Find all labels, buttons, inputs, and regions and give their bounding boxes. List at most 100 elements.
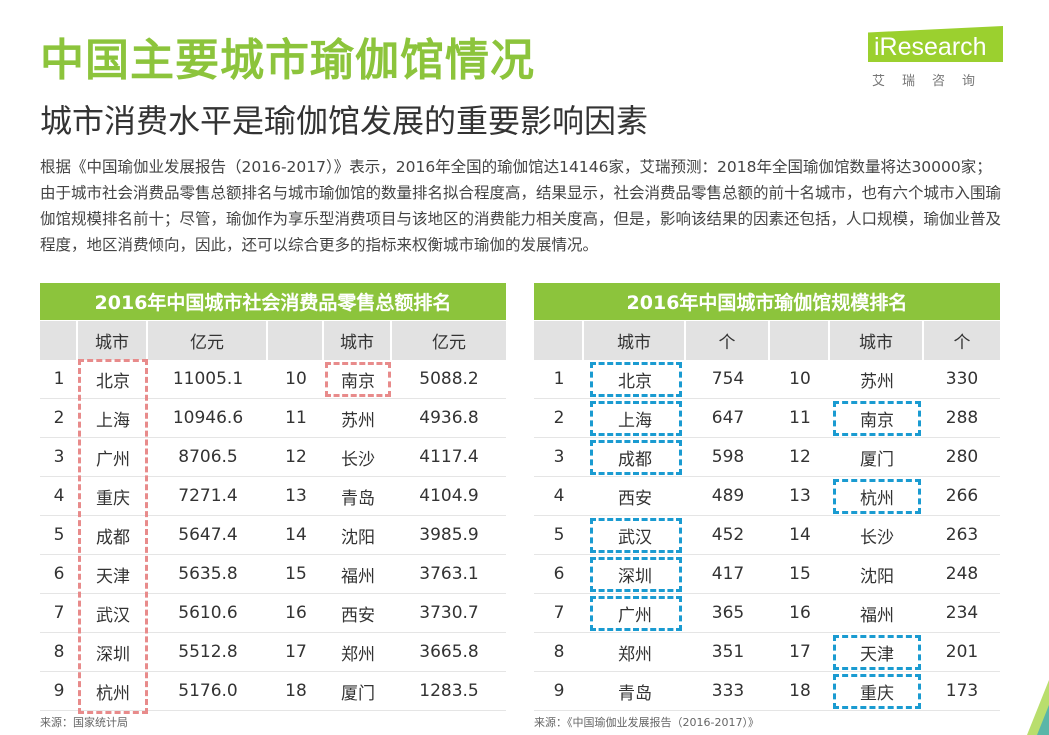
table-row: 3 广州 8706.5 12 长沙 4117.4 xyxy=(40,438,506,477)
table-row: 8 深圳 5512.8 17 郑州 3665.8 xyxy=(40,633,506,672)
table-cell: 苏州 xyxy=(860,371,894,392)
table-cell: 11 xyxy=(285,408,307,428)
table-cell: 365 xyxy=(711,603,745,623)
table-cell: 17 xyxy=(789,642,811,662)
table-cell: 333 xyxy=(711,681,745,701)
header-cell: 个 xyxy=(953,333,971,353)
table-row: 5 成都 5647.4 14 沈阳 3985.9 xyxy=(40,516,506,555)
table-cell: 5176.0 xyxy=(178,681,238,701)
table-cell: 351 xyxy=(711,642,745,662)
table-cell: 417 xyxy=(711,564,745,584)
table-cell: 青岛 xyxy=(341,488,375,509)
table-cell: 330 xyxy=(945,369,979,389)
table-cell: 1283.5 xyxy=(419,681,479,701)
table-cell: 17 xyxy=(285,642,307,662)
table-cell: 12 xyxy=(285,447,307,467)
table-cell: 598 xyxy=(711,447,745,467)
table-cell: 12 xyxy=(789,447,811,467)
table-row: 6 天津 5635.8 15 福州 3763.1 xyxy=(40,555,506,594)
table-cell: 3763.1 xyxy=(419,564,479,584)
table-cell: 14 xyxy=(789,525,811,545)
table-cell: 5610.6 xyxy=(178,603,238,623)
yoga-source-note: 来源：《中国瑜伽业发展报告（2016-2017）》 xyxy=(534,716,759,729)
table-cell: 3985.9 xyxy=(419,525,479,545)
table-cell: 3730.7 xyxy=(419,603,479,623)
page-title: 中国主要城市瑜伽馆情况 xyxy=(40,35,535,86)
logo-cn-text: 艾瑞咨询 xyxy=(872,74,993,89)
table-cell: 武汉 xyxy=(618,527,652,548)
table-cell: 杭州 xyxy=(860,488,894,509)
table-cell: 沈阳 xyxy=(860,566,894,587)
page-subtitle: 城市消费水平是瑜伽馆发展的重要影响因素 xyxy=(40,102,649,140)
table-cell: 5512.8 xyxy=(178,642,238,662)
table-row: 7 武汉 5610.6 16 西安 3730.7 xyxy=(40,594,506,633)
table-cell: 10 xyxy=(789,369,811,389)
table-cell: 5635.8 xyxy=(178,564,238,584)
table-cell: 7271.4 xyxy=(178,486,238,506)
table-row: 2 上海 647 11 南京 288 xyxy=(534,399,1000,438)
table-row: 6 深圳 417 15 沈阳 248 xyxy=(534,555,1000,594)
header-cell: 城市 xyxy=(830,321,924,360)
table-cell: 3 xyxy=(553,447,565,467)
table-cell: 14 xyxy=(285,525,307,545)
table-cell: 深圳 xyxy=(618,566,652,587)
table-cell: 2 xyxy=(53,408,65,428)
table-cell: 452 xyxy=(711,525,745,545)
table-row: 1 北京 754 10 苏州 330 xyxy=(534,360,1000,399)
table-cell: 5 xyxy=(53,525,65,545)
table-cell: 南京 xyxy=(860,410,894,431)
table-header-row: 城市 个 城市 个 xyxy=(534,321,1000,360)
table-cell: 7 xyxy=(53,603,65,623)
header-cell: 城市 xyxy=(78,321,148,360)
table-cell: 厦门 xyxy=(341,683,375,704)
header-cell: 亿元 xyxy=(148,321,268,360)
table-cell: 长沙 xyxy=(860,527,894,548)
table-cell: 2 xyxy=(553,408,565,428)
table-cell: 18 xyxy=(285,681,307,701)
table-cell: 福州 xyxy=(860,605,894,626)
header-cell: 亿元 xyxy=(432,333,466,353)
header-cell: 城市 xyxy=(584,321,686,360)
table-cell: 上海 xyxy=(618,410,652,431)
table-cell: 15 xyxy=(789,564,811,584)
table-cell: 8 xyxy=(553,642,565,662)
table-cell: 7 xyxy=(553,603,565,623)
table-cell: 西安 xyxy=(618,488,652,509)
table-row: 4 西安 489 13 杭州 266 xyxy=(534,477,1000,516)
retail-source-note: 来源：国家统计局 xyxy=(40,716,128,729)
header-cell: 个 xyxy=(686,321,770,360)
table-cell: 天津 xyxy=(96,566,130,587)
header-cell xyxy=(770,321,830,360)
intro-paragraph: 根据《中国瑜伽业发展报告（2016-2017）》表示，2016年全国的瑜伽馆达1… xyxy=(40,158,1002,254)
table-cell: 754 xyxy=(711,369,745,389)
table-cell: 4117.4 xyxy=(419,447,479,467)
table-cell: 南京 xyxy=(341,371,375,392)
table-cell: 深圳 xyxy=(96,644,130,665)
table-cell: 北京 xyxy=(96,371,130,392)
table-row: 9 青岛 333 18 重庆 173 xyxy=(534,672,1000,711)
table-cell: 11005.1 xyxy=(172,369,244,389)
table-cell: 4 xyxy=(53,486,65,506)
table-cell: 5647.4 xyxy=(178,525,238,545)
table-cell: 201 xyxy=(945,642,979,662)
table-row: 2 上海 10946.6 11 苏州 4936.8 xyxy=(40,399,506,438)
table-cell: 长沙 xyxy=(341,449,375,470)
table-cell: 5 xyxy=(553,525,565,545)
header-cell xyxy=(268,321,324,360)
table-cell: 上海 xyxy=(96,410,130,431)
table-cell: 沈阳 xyxy=(341,527,375,548)
table-cell: 16 xyxy=(789,603,811,623)
table-cell: 4936.8 xyxy=(419,408,479,428)
table-cell: 234 xyxy=(945,603,979,623)
table-cell: 青岛 xyxy=(618,683,652,704)
table-cell: 6 xyxy=(553,564,565,584)
table-cell: 11 xyxy=(789,408,811,428)
table-cell: 647 xyxy=(711,408,745,428)
table-header-row: 城市 亿元 城市 亿元 xyxy=(40,321,506,360)
table-cell: 266 xyxy=(945,486,979,506)
table-cell: 厦门 xyxy=(860,449,894,470)
table-cell: 成都 xyxy=(618,449,652,470)
header-cell xyxy=(534,321,584,360)
table-cell: 杭州 xyxy=(96,683,130,704)
table-cell: 13 xyxy=(789,486,811,506)
